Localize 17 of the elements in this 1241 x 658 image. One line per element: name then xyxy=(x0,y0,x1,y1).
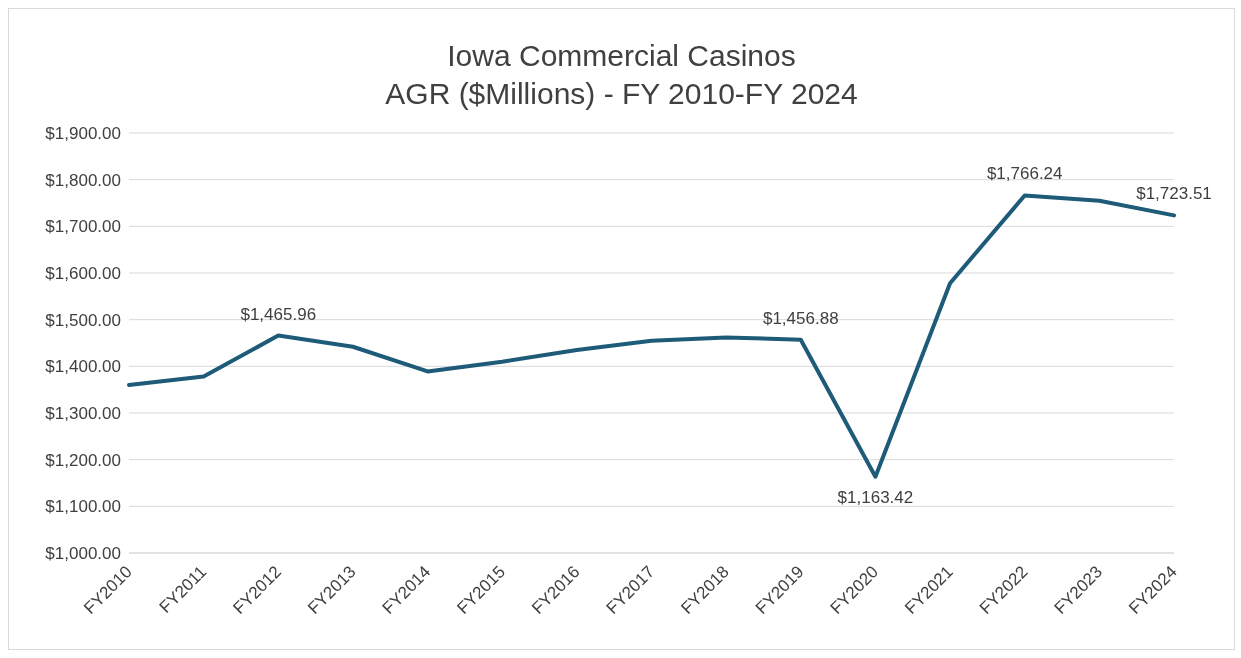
y-tick-label: $1,200.00 xyxy=(45,450,121,470)
y-tick-label: $1,100.00 xyxy=(45,497,121,517)
y-tick-label: $1,800.00 xyxy=(45,170,121,190)
y-tick-label: $1,900.00 xyxy=(45,124,121,144)
y-tick-label: $1,500.00 xyxy=(45,310,121,330)
data-label: $1,723.51 xyxy=(1136,184,1212,204)
y-tick-label: $1,300.00 xyxy=(45,404,121,424)
data-label: $1,456.88 xyxy=(762,308,839,328)
data-label: $1,465.96 xyxy=(240,304,317,324)
y-tick-label: $1,600.00 xyxy=(45,264,121,284)
chart-subtitle: AGR ($Millions) - FY 2010-FY 2024 xyxy=(384,76,859,112)
data-label: $1,163.42 xyxy=(837,487,914,507)
y-tick-label: $1,400.00 xyxy=(45,357,121,377)
chart-title: Iowa Commercial Casinos xyxy=(446,38,797,74)
data-label: $1,766.24 xyxy=(986,164,1063,184)
y-tick-label: $1,000.00 xyxy=(45,544,121,564)
y-tick-label: $1,700.00 xyxy=(45,217,121,237)
